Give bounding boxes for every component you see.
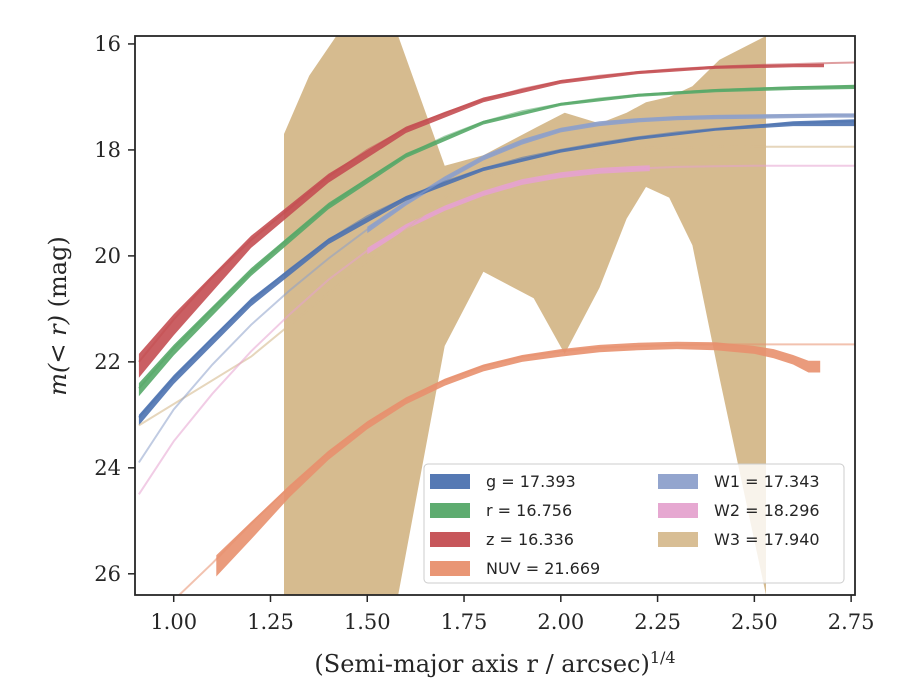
legend-label-nuv: NUV = 21.669 — [486, 559, 600, 578]
legend-box — [423, 463, 845, 584]
model-line-w1 — [138, 113, 855, 464]
x-tick-label: 2.00 — [537, 610, 584, 634]
x-axis-label: (Semi-major axis r / arcsec)1/4 — [314, 648, 675, 678]
legend-label-r: r = 16.756 — [486, 501, 572, 520]
y-axis-ticks: 16 18 20 22 24 26 — [94, 32, 135, 586]
legend-swatch-z — [430, 532, 470, 547]
legend-swatch-w2 — [658, 503, 698, 518]
legend-swatch-w3 — [658, 532, 698, 547]
model-line-r — [138, 85, 855, 390]
y-tick-label: 26 — [94, 562, 121, 586]
y-tick-label: 22 — [94, 350, 121, 374]
x-tick-label: 2.25 — [634, 610, 681, 634]
legend-swatch-nuv — [430, 561, 470, 576]
legend-label-w2: W2 = 18.296 — [714, 501, 820, 520]
model-line-nuv — [177, 343, 855, 595]
y-tick-label: 18 — [94, 138, 121, 162]
x-tick-label: 2.50 — [731, 610, 778, 634]
model-line-z — [138, 61, 855, 363]
y-axis-label: m(< r) (mag) — [44, 236, 72, 396]
x-tick-label: 1.75 — [441, 610, 488, 634]
y-tick-label: 20 — [94, 244, 121, 268]
legend-label-g: g = 17.393 — [486, 472, 576, 491]
model-line-g — [138, 120, 855, 419]
x-tick-label: 2.75 — [828, 610, 875, 634]
legend-swatch-g — [430, 474, 470, 489]
x-tick-label: 1.00 — [150, 610, 197, 634]
model-curves — [138, 61, 855, 595]
x-tick-label: 1.25 — [247, 610, 294, 634]
x-tick-label: 1.50 — [344, 610, 391, 634]
legend-label-w1: W1 = 17.343 — [714, 472, 820, 491]
legend-swatch-w1 — [658, 474, 698, 489]
plot-frame — [134, 35, 856, 596]
y-tick-label: 24 — [94, 456, 121, 480]
legend: g = 17.393 r = 16.756 z = 16.336 NUV = 21.6… — [423, 463, 845, 584]
y-tick-label: 16 — [94, 32, 121, 56]
legend-label-z: z = 16.336 — [486, 530, 574, 549]
model-line-w2 — [138, 164, 855, 495]
legend-label-w3: W3 = 17.940 — [714, 530, 820, 549]
model-line-w3 — [138, 145, 855, 427]
x-axis-ticks: 1.00 1.25 1.50 1.75 2.00 2.25 2.50 2.75 — [150, 595, 875, 634]
band-w3 — [284, 36, 766, 595]
legend-swatch-r — [430, 503, 470, 518]
